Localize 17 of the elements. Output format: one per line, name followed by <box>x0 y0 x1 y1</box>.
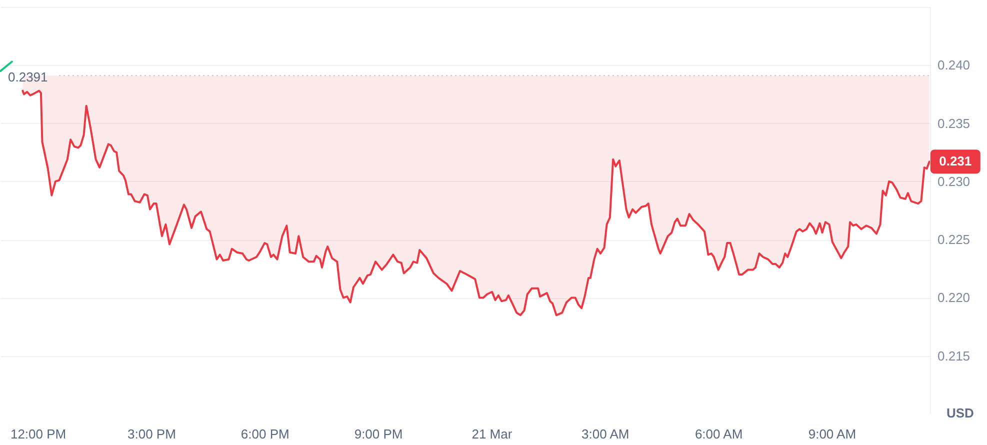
annotation: 0.231 <box>939 154 972 169</box>
x-tick-label: 3:00 AM <box>582 426 630 442</box>
ref-line-label: 0.2391 <box>8 70 48 85</box>
x-tick-label: 21 Mar <box>472 426 513 442</box>
y-tick-label: 0.225 <box>938 232 970 248</box>
y-tick-label: 0.240 <box>938 58 970 73</box>
y-tick-label: 0.220 <box>938 290 970 306</box>
y-tick-label: 0.215 <box>938 348 970 364</box>
y-tick-label: 0.230 <box>938 174 970 189</box>
x-tick-label: 12:00 PM <box>10 426 66 442</box>
x-tick-label: 6:00 PM <box>240 426 290 442</box>
y-tick-label: 0.235 <box>938 116 970 131</box>
y-axis-title: USD <box>946 406 974 420</box>
x-tick-label: 3:00 PM <box>128 426 176 442</box>
x-tick-label: 6:00 AM <box>694 426 743 442</box>
x-tick-label: 9:00 AM <box>808 426 856 442</box>
x-tick-label: 9:00 PM <box>354 426 403 442</box>
